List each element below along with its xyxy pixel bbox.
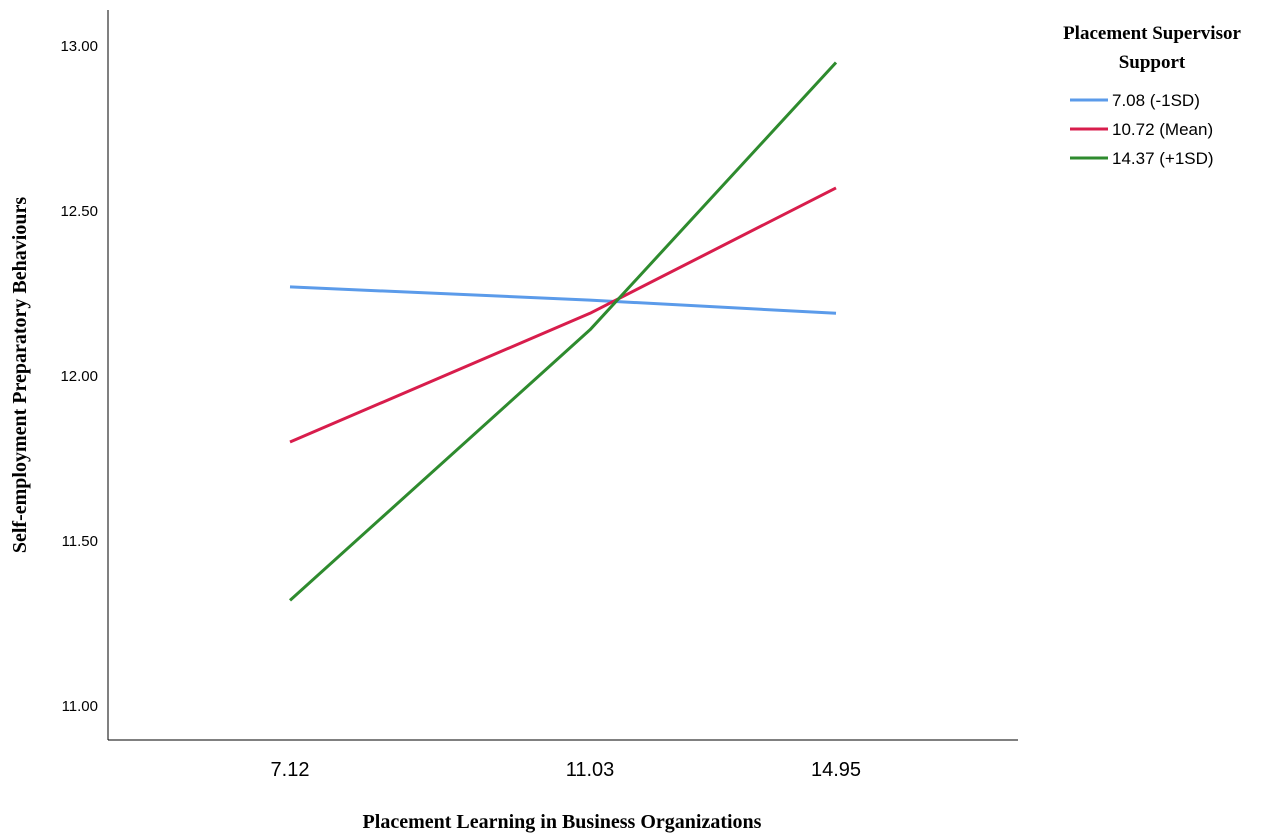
y-tick-label: 11.00 (62, 698, 98, 715)
x-axis-title: Placement Learning in Business Organizat… (363, 811, 762, 833)
y-tick-label: 13.00 (60, 38, 98, 55)
y-tick-label: 12.00 (60, 368, 98, 385)
x-tick-label: 14.95 (811, 759, 861, 781)
legend-label: 7.08 (-1SD) (1112, 91, 1200, 110)
series-lines (288, 61, 838, 602)
y-tick-label: 12.50 (60, 203, 98, 220)
y-tick-label: 11.50 (62, 533, 98, 550)
series-line-2 (289, 186, 837, 444)
y-axis-title: Self-employment Preparatory Behaviours (9, 197, 31, 553)
legend: Placement Supervisor Support 7.08 (-1SD)… (1063, 23, 1241, 168)
x-tick-label: 7.12 (271, 759, 310, 781)
series-line-1 (289, 285, 837, 315)
legend-items: 7.08 (-1SD) 10.72 (Mean) 14.37 (+1SD) (1070, 91, 1214, 168)
y-axis-ticks: 11.00 11.50 12.00 12.50 13.00 (60, 38, 98, 715)
legend-label: 10.72 (Mean) (1112, 120, 1213, 139)
x-axis-ticks: 7.12 11.03 14.95 (271, 759, 862, 781)
legend-label: 14.37 (+1SD) (1112, 149, 1214, 168)
legend-title-line-1: Placement Supervisor (1063, 23, 1241, 44)
legend-title-line-2: Support (1119, 52, 1186, 73)
x-tick-label: 11.03 (566, 759, 615, 781)
plot-area: 11.00 11.50 12.00 12.50 13.00 7.12 11.03 14.95 (60, 10, 1018, 781)
series-line-3 (288, 61, 838, 602)
